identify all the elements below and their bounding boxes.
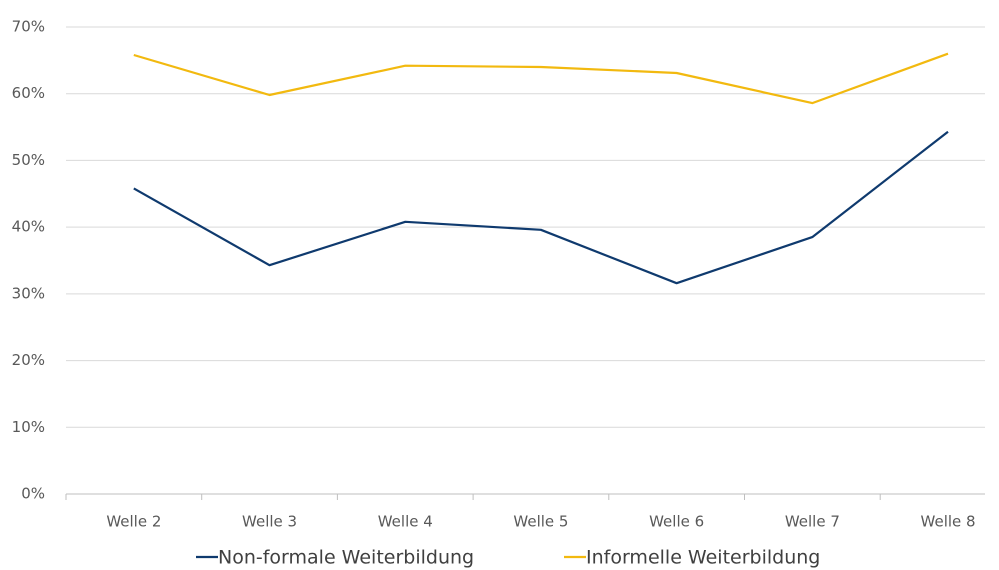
- x-tick-label: Welle 7: [785, 513, 840, 531]
- y-tick-label: 0%: [21, 485, 45, 503]
- x-tick-label: Welle 4: [378, 513, 433, 531]
- line-series: [133, 130, 949, 285]
- x-tick-label: Welle 8: [921, 513, 976, 531]
- legend-label: Informelle Weiterbildung: [586, 547, 820, 569]
- y-tick-label: 20%: [12, 351, 45, 369]
- x-tick-label: Welle 5: [513, 513, 568, 531]
- x-tick-label: Welle 3: [242, 513, 297, 531]
- legend-label: Non-formale Weiterbildung: [218, 547, 474, 569]
- y-tick-label: 40%: [12, 218, 45, 236]
- y-tick-label: 10%: [12, 418, 45, 436]
- y-tick-label: 70%: [12, 18, 45, 36]
- x-tick-label: Welle 2: [106, 513, 161, 531]
- y-tick-label: 60%: [12, 84, 45, 102]
- y-tick-label: 50%: [12, 151, 45, 169]
- x-tick-label: Welle 6: [649, 513, 704, 531]
- line-series: [133, 52, 949, 105]
- y-tick-label: 30%: [12, 284, 45, 302]
